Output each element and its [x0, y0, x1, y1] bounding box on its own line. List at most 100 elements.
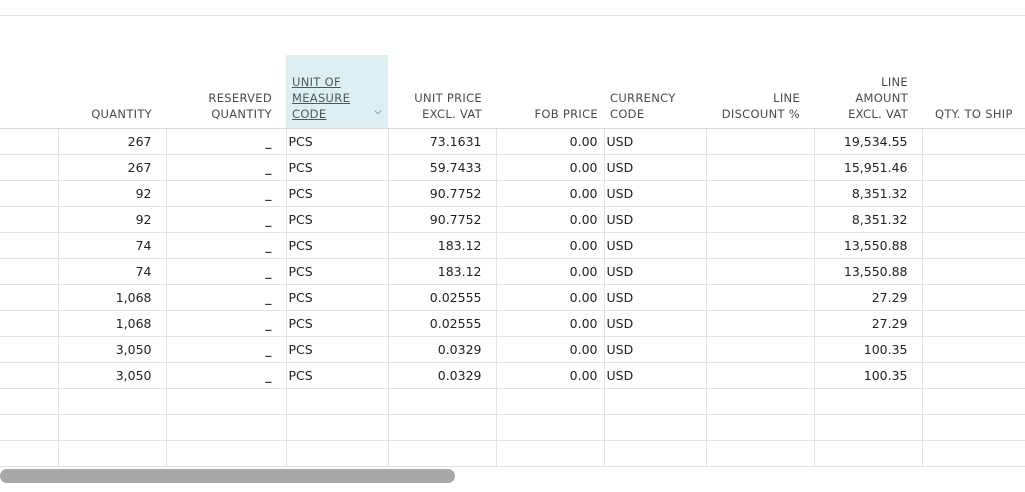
cell-qty-to-ship[interactable] — [922, 362, 1025, 389]
cell-unit-price[interactable]: 90.7752 — [388, 206, 497, 233]
cell-reserved-quantity[interactable]: _ — [166, 128, 287, 155]
cell-line-amount[interactable]: 8,351.32 — [814, 180, 923, 207]
empty-cell[interactable] — [0, 414, 59, 441]
cell-unit-of-measure-code[interactable]: PCS — [286, 180, 389, 207]
cell-currency-code[interactable]: USD — [604, 154, 707, 181]
cell-quantity[interactable]: 1,068 — [58, 310, 167, 337]
column-header-line-discount[interactable]: LINE DISCOUNT % — [706, 55, 814, 129]
column-header-reserved-quantity[interactable]: RESERVED QUANTITY — [166, 55, 286, 129]
cell-reserved-quantity[interactable]: _ — [166, 336, 287, 363]
empty-table-row[interactable] — [0, 388, 1025, 415]
empty-cell[interactable] — [604, 414, 707, 441]
cell-quantity[interactable]: 92 — [58, 206, 167, 233]
cell-currency-code[interactable]: USD — [604, 180, 707, 207]
cell-unit-of-measure-code[interactable]: PCS — [286, 206, 389, 233]
cell-fob-price[interactable]: 0.00 — [496, 154, 605, 181]
empty-cell[interactable] — [496, 388, 605, 415]
cell-line-discount[interactable] — [706, 232, 815, 259]
column-header-qty-to-ship[interactable]: QTY. TO SHIP — [922, 55, 1025, 129]
cell-unit-price[interactable]: 183.12 — [388, 258, 497, 285]
empty-cell[interactable] — [706, 440, 815, 467]
empty-cell[interactable] — [166, 440, 287, 467]
cell-unit-price[interactable]: 0.0329 — [388, 362, 497, 389]
cell-currency-code[interactable]: USD — [604, 232, 707, 259]
row-select-cell[interactable] — [0, 154, 59, 181]
column-header-quantity[interactable]: QUANTITY — [58, 55, 166, 129]
empty-cell[interactable] — [496, 440, 605, 467]
cell-quantity[interactable]: 267 — [58, 128, 167, 155]
empty-cell[interactable] — [58, 388, 167, 415]
column-header-unit-price[interactable]: UNIT PRICE EXCL. VAT — [388, 55, 496, 129]
row-select-cell[interactable] — [0, 310, 59, 337]
row-select-cell[interactable] — [0, 284, 59, 311]
cell-quantity[interactable]: 1,068 — [58, 284, 167, 311]
column-header-unit-of-measure-code[interactable]: UNIT OF MEASURE CODE ⌵ — [286, 55, 388, 129]
row-select-cell[interactable] — [0, 128, 59, 155]
cell-line-discount[interactable] — [706, 362, 815, 389]
empty-cell[interactable] — [922, 440, 1025, 467]
cell-qty-to-ship[interactable] — [922, 154, 1025, 181]
cell-unit-of-measure-code[interactable]: PCS — [286, 154, 389, 181]
empty-cell[interactable] — [286, 414, 389, 441]
cell-unit-of-measure-code[interactable]: PCS — [286, 258, 389, 285]
cell-line-amount[interactable]: 13,550.88 — [814, 232, 923, 259]
empty-cell[interactable] — [0, 440, 59, 467]
cell-reserved-quantity[interactable]: _ — [166, 180, 287, 207]
horizontal-scrollbar-thumb[interactable] — [0, 469, 455, 483]
cell-line-amount[interactable]: 100.35 — [814, 362, 923, 389]
cell-currency-code[interactable]: USD — [604, 336, 707, 363]
cell-qty-to-ship[interactable] — [922, 284, 1025, 311]
cell-reserved-quantity[interactable]: _ — [166, 232, 287, 259]
cell-reserved-quantity[interactable]: _ — [166, 310, 287, 337]
table-row[interactable]: 1,068 _ PCS 0.02555 0.00 USD 27.29 — [0, 284, 1025, 311]
cell-fob-price[interactable]: 0.00 — [496, 206, 605, 233]
cell-qty-to-ship[interactable] — [922, 258, 1025, 285]
cell-fob-price[interactable]: 0.00 — [496, 128, 605, 155]
empty-cell[interactable] — [814, 440, 923, 467]
empty-cell[interactable] — [388, 440, 497, 467]
cell-quantity[interactable]: 267 — [58, 154, 167, 181]
cell-fob-price[interactable]: 0.00 — [496, 284, 605, 311]
empty-cell[interactable] — [706, 414, 815, 441]
cell-reserved-quantity[interactable]: _ — [166, 258, 287, 285]
empty-cell[interactable] — [922, 414, 1025, 441]
cell-line-amount[interactable]: 13,550.88 — [814, 258, 923, 285]
table-row[interactable]: 267 _ PCS 59.7433 0.00 USD 15,951.46 — [0, 154, 1025, 181]
cell-line-amount[interactable]: 100.35 — [814, 336, 923, 363]
row-select-cell[interactable] — [0, 362, 59, 389]
empty-cell[interactable] — [706, 388, 815, 415]
row-select-cell[interactable] — [0, 180, 59, 207]
empty-cell[interactable] — [814, 388, 923, 415]
cell-unit-price[interactable]: 59.7433 — [388, 154, 497, 181]
cell-unit-price[interactable]: 0.02555 — [388, 284, 497, 311]
empty-cell[interactable] — [58, 414, 167, 441]
cell-unit-of-measure-code[interactable]: PCS — [286, 310, 389, 337]
cell-quantity[interactable]: 92 — [58, 180, 167, 207]
cell-unit-of-measure-code[interactable]: PCS — [286, 362, 389, 389]
table-row[interactable]: 92 _ PCS 90.7752 0.00 USD 8,351.32 — [0, 206, 1025, 233]
empty-table-row[interactable] — [0, 414, 1025, 441]
column-header-currency-code[interactable]: CURRENCY CODE — [604, 55, 706, 129]
empty-cell[interactable] — [166, 414, 287, 441]
cell-line-amount[interactable]: 27.29 — [814, 284, 923, 311]
cell-line-discount[interactable] — [706, 206, 815, 233]
table-row[interactable]: 92 _ PCS 90.7752 0.00 USD 8,351.32 — [0, 180, 1025, 207]
empty-cell[interactable] — [58, 440, 167, 467]
cell-line-amount[interactable]: 19,534.55 — [814, 128, 923, 155]
empty-cell[interactable] — [604, 388, 707, 415]
cell-line-discount[interactable] — [706, 128, 815, 155]
empty-cell[interactable] — [286, 388, 389, 415]
table-row[interactable]: 267 _ PCS 73.1631 0.00 USD 19,534.55 — [0, 128, 1025, 155]
cell-unit-of-measure-code[interactable]: PCS — [286, 336, 389, 363]
empty-cell[interactable] — [286, 440, 389, 467]
row-select-cell[interactable] — [0, 206, 59, 233]
cell-fob-price[interactable]: 0.00 — [496, 336, 605, 363]
cell-unit-price[interactable]: 183.12 — [388, 232, 497, 259]
table-row[interactable]: 3,050 _ PCS 0.0329 0.00 USD 100.35 — [0, 362, 1025, 389]
empty-cell[interactable] — [166, 388, 287, 415]
cell-unit-price[interactable]: 90.7752 — [388, 180, 497, 207]
cell-unit-price[interactable]: 0.02555 — [388, 310, 497, 337]
cell-line-amount[interactable]: 15,951.46 — [814, 154, 923, 181]
cell-quantity[interactable]: 3,050 — [58, 336, 167, 363]
row-select-cell[interactable] — [0, 336, 59, 363]
